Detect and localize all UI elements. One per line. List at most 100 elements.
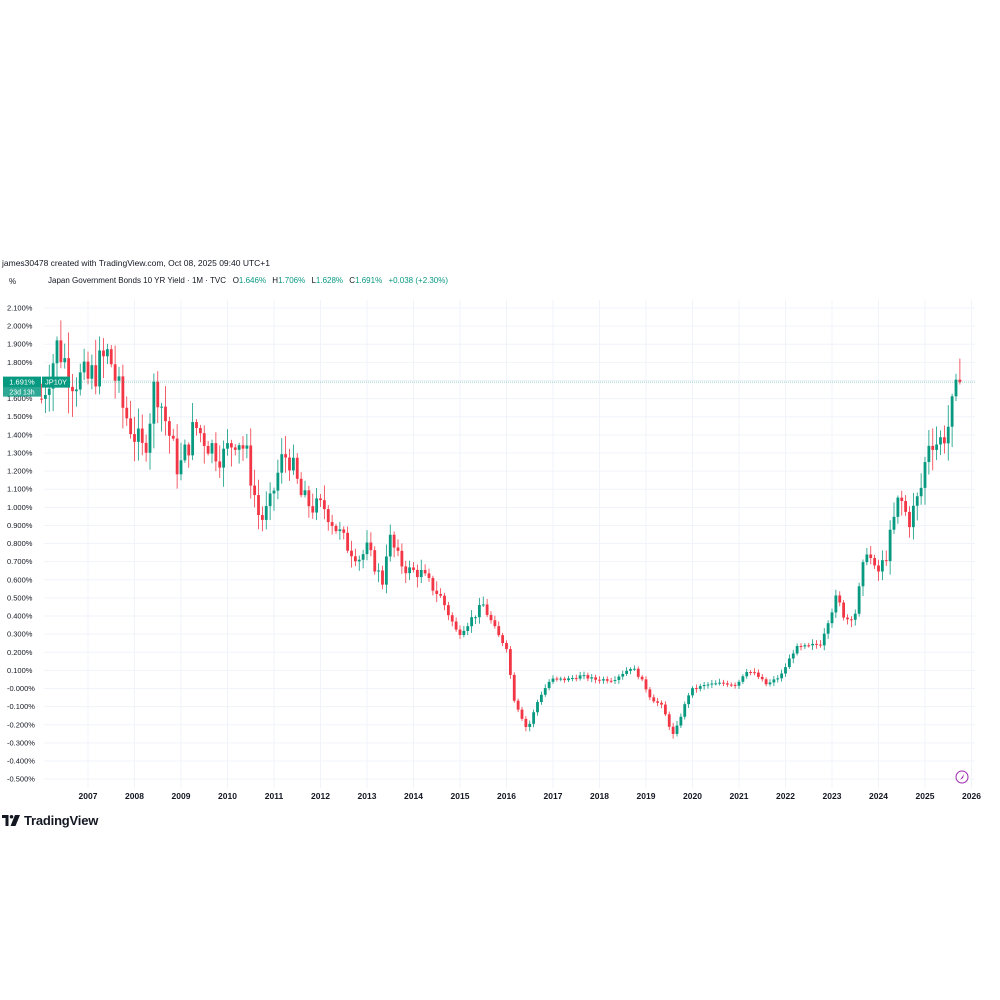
candle-up bbox=[51, 363, 55, 389]
candle-up bbox=[911, 505, 915, 528]
ohlc-legend: Japan Government Bonds 10 YR Yield · 1M … bbox=[48, 276, 448, 285]
x-tick-label: 2008 bbox=[125, 791, 144, 801]
candle-up bbox=[388, 534, 392, 557]
candle-up bbox=[857, 586, 861, 614]
y-tick-label: 0.800% bbox=[7, 539, 33, 548]
candle-down bbox=[900, 497, 904, 502]
candle-up bbox=[946, 426, 950, 444]
price-tag-countdown-bg bbox=[3, 387, 41, 397]
candle-down bbox=[257, 495, 260, 516]
candle-down bbox=[656, 701, 660, 703]
candle-down bbox=[322, 500, 326, 510]
candle-up bbox=[780, 673, 784, 679]
candle-up bbox=[791, 653, 795, 659]
candle-down bbox=[202, 433, 206, 446]
candle-up bbox=[737, 681, 741, 686]
candle-up bbox=[474, 617, 477, 619]
y-tick-label: 0.400% bbox=[7, 612, 33, 621]
candle-down bbox=[400, 550, 404, 567]
candle-up bbox=[590, 677, 594, 679]
candle-down bbox=[319, 498, 322, 501]
x-tick-label: 2007 bbox=[79, 791, 98, 801]
change-value: +0.038 (+2.30%) bbox=[388, 276, 449, 285]
candle-down bbox=[574, 678, 578, 680]
candle-down bbox=[485, 604, 489, 615]
candle-up bbox=[338, 529, 342, 532]
candle-down bbox=[869, 554, 873, 559]
candle-down bbox=[493, 620, 497, 627]
candle-down bbox=[342, 529, 346, 533]
candle-down bbox=[307, 490, 311, 507]
candle-up bbox=[477, 605, 481, 618]
candle-down bbox=[241, 445, 245, 449]
candle-up bbox=[361, 554, 365, 560]
candle-up bbox=[625, 670, 629, 674]
candle-up bbox=[74, 389, 78, 392]
candle-down bbox=[284, 454, 288, 458]
candle-down bbox=[326, 509, 330, 523]
candle-down bbox=[660, 702, 663, 705]
candle-down bbox=[253, 485, 257, 496]
candle-down bbox=[125, 407, 129, 419]
candle-up bbox=[210, 443, 214, 454]
candle-down bbox=[144, 442, 148, 453]
candle-up bbox=[745, 672, 749, 677]
candle-down bbox=[431, 577, 435, 591]
candle-up bbox=[923, 462, 927, 488]
y-tick-label: 1.900% bbox=[7, 340, 33, 349]
candle-down bbox=[640, 676, 644, 680]
candlestick-chart[interactable]: 2.100%2.000%1.900%1.800%1.700%1.600%1.50… bbox=[0, 290, 1000, 805]
candle-down bbox=[663, 704, 667, 715]
candle-down bbox=[931, 445, 935, 450]
candle-down bbox=[86, 361, 90, 379]
navigate-icon[interactable] bbox=[955, 770, 969, 784]
unit-label: % bbox=[9, 277, 17, 286]
candle-up bbox=[784, 667, 787, 674]
candle-up bbox=[830, 612, 834, 624]
high-label: H bbox=[272, 276, 279, 285]
candle-down bbox=[288, 457, 291, 471]
candle-down bbox=[729, 684, 733, 686]
candle-up bbox=[136, 428, 140, 442]
candle-up bbox=[377, 570, 381, 572]
candle-down bbox=[381, 570, 384, 585]
x-tick-label: 2024 bbox=[869, 791, 888, 801]
candle-down bbox=[121, 376, 125, 408]
symbol-description[interactable]: Japan Government Bonds 10 YR Yield · 1M … bbox=[48, 276, 227, 285]
candle-up bbox=[117, 376, 121, 381]
candle-down bbox=[129, 418, 133, 435]
low-label: L bbox=[311, 276, 316, 285]
candle-down bbox=[815, 643, 818, 645]
candle-up bbox=[795, 646, 799, 654]
tradingview-logo: TradingView bbox=[2, 813, 98, 828]
candle-down bbox=[671, 726, 675, 734]
candle-up bbox=[613, 680, 617, 682]
candle-down bbox=[450, 615, 454, 622]
y-tick-label: 1.500% bbox=[7, 412, 33, 421]
x-tick-label: 2014 bbox=[404, 791, 423, 801]
candle-down bbox=[725, 683, 729, 685]
y-tick-label: 1.800% bbox=[7, 358, 33, 367]
x-tick-label: 2017 bbox=[544, 791, 563, 801]
candle-up bbox=[551, 678, 555, 682]
candle-down bbox=[598, 679, 601, 681]
candle-up bbox=[532, 712, 536, 724]
candle-down bbox=[369, 542, 373, 551]
candle-up bbox=[853, 613, 857, 620]
candle-down bbox=[512, 674, 516, 701]
candle-down bbox=[198, 427, 202, 434]
candle-down bbox=[849, 619, 853, 621]
x-tick-label: 2009 bbox=[172, 791, 191, 801]
candle-down bbox=[505, 642, 508, 650]
candle-down bbox=[40, 398, 43, 400]
candle-up bbox=[470, 617, 474, 627]
x-tick-label: 2020 bbox=[683, 791, 702, 801]
candle-up bbox=[237, 445, 241, 450]
y-tick-label: -0.000% bbox=[7, 684, 35, 693]
candle-down bbox=[838, 595, 842, 603]
x-tick-label: 2015 bbox=[451, 791, 470, 801]
price-tag-value-bg bbox=[3, 376, 41, 388]
candle-down bbox=[187, 444, 191, 456]
candle-down bbox=[446, 605, 450, 616]
candle-up bbox=[935, 444, 939, 450]
